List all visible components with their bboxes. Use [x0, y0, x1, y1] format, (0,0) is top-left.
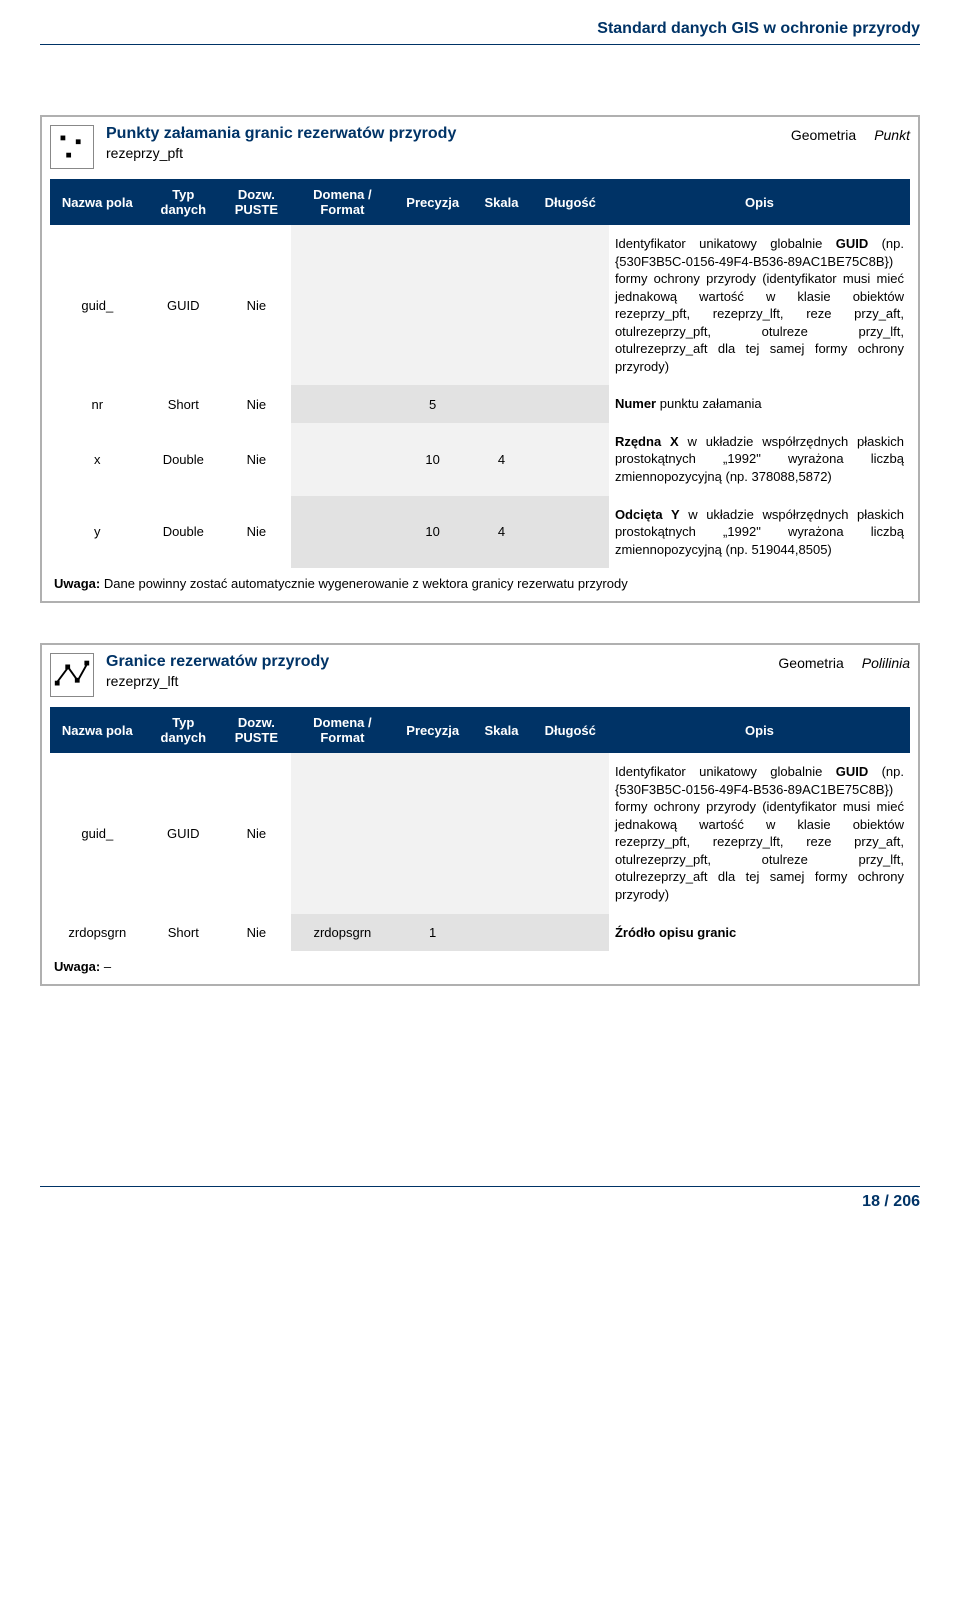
col-dlugosc: Długość	[532, 179, 609, 225]
cell-typ: Short	[145, 385, 222, 423]
table-row: zrdopsgrnShortNiezrdopsgrn1Źródło opisu …	[50, 914, 910, 952]
cell-opis: Numer punktu załamania	[609, 385, 910, 423]
cell-nazwa: nr	[50, 385, 145, 423]
table-header-row: Nazwa polaTyp danychDozw. PUSTEDomena / …	[50, 707, 910, 753]
cell-typ: Double	[145, 496, 222, 569]
cell-skala	[471, 914, 531, 952]
spec-table: Nazwa polaTyp danychDozw. PUSTEDomena / …	[50, 707, 910, 951]
cell-precyzja: 5	[394, 385, 471, 423]
cell-skala: 4	[471, 496, 531, 569]
cell-nazwa: x	[50, 423, 145, 496]
col-domena: Domena / Format	[291, 707, 394, 753]
point-icon	[50, 125, 94, 169]
table-row: nrShortNie 5 Numer punktu załamania	[50, 385, 910, 423]
cell-opis: Identyfikator unikatowy globalnie GUID (…	[609, 225, 910, 385]
col-dlugosc: Długość	[532, 707, 609, 753]
cell-nazwa: zrdopsgrn	[50, 914, 145, 952]
cell-nazwa: guid_	[50, 225, 145, 385]
cell-precyzja: 10	[394, 496, 471, 569]
col-precyzja: Precyzja	[394, 179, 471, 225]
cell-nazwa: y	[50, 496, 145, 569]
cell-skala: 4	[471, 423, 531, 496]
page-footer: 18 / 206	[40, 1186, 920, 1211]
section-code: rezeprzy_lft	[106, 673, 766, 689]
cell-skala	[471, 385, 531, 423]
cell-precyzja	[394, 753, 471, 913]
table-row: guid_GUIDNie Identyfikator unikatowy glob…	[50, 753, 910, 913]
section-title: Granice rezerwatów przyrody	[106, 653, 766, 671]
cell-dlugosc	[532, 423, 609, 496]
cell-precyzja	[394, 225, 471, 385]
col-domena: Domena / Format	[291, 179, 394, 225]
section-title: Punkty załamania granic rezerwatów przyr…	[106, 125, 779, 143]
col-dozw: Dozw. PUSTE	[222, 707, 291, 753]
cell-precyzja: 1	[394, 914, 471, 952]
cell-dlugosc	[532, 385, 609, 423]
geometry-label: GeometriaPunkt	[791, 125, 910, 143]
cell-domena	[291, 385, 394, 423]
cell-opis: Odcięta Y w układzie współrzędnych płask…	[609, 496, 910, 569]
col-precyzja: Precyzja	[394, 707, 471, 753]
cell-typ: GUID	[145, 225, 222, 385]
col-skala: Skala	[471, 179, 531, 225]
cell-dlugosc	[532, 225, 609, 385]
cell-precyzja: 10	[394, 423, 471, 496]
cell-dlugosc	[532, 753, 609, 913]
col-typ: Typ danych	[145, 179, 222, 225]
spec-section: Punkty załamania granic rezerwatów przyr…	[40, 115, 920, 603]
section-code: rezeprzy_pft	[106, 145, 779, 161]
cell-domena	[291, 496, 394, 569]
polyline-icon	[50, 653, 94, 697]
cell-domena: zrdopsgrn	[291, 914, 394, 952]
doc-title: Standard danych GIS w ochronie przyrody	[597, 20, 920, 37]
cell-skala	[471, 225, 531, 385]
spec-section: Granice rezerwatów przyrody rezeprzy_lft G…	[40, 643, 920, 986]
table-row: yDoubleNie 104 Odcięta Y w układzie współr…	[50, 496, 910, 569]
col-typ: Typ danych	[145, 707, 222, 753]
col-nazwa: Nazwa pola	[50, 179, 145, 225]
col-dozw: Dozw. PUSTE	[222, 179, 291, 225]
col-opis: Opis	[609, 179, 910, 225]
page-header: Standard danych GIS w ochronie przyrody	[40, 20, 920, 45]
cell-nazwa: guid_	[50, 753, 145, 913]
cell-dozw: Nie	[222, 385, 291, 423]
col-skala: Skala	[471, 707, 531, 753]
cell-dlugosc	[532, 914, 609, 952]
table-row: xDoubleNie 104 Rzędna X w układzie współrz…	[50, 423, 910, 496]
col-nazwa: Nazwa pola	[50, 707, 145, 753]
cell-dozw: Nie	[222, 423, 291, 496]
geometry-label: GeometriaPolilinia	[778, 653, 910, 671]
cell-opis: Rzędna X w układzie współrzędnych płaski…	[609, 423, 910, 496]
cell-domena	[291, 225, 394, 385]
cell-skala	[471, 753, 531, 913]
cell-dozw: Nie	[222, 496, 291, 569]
cell-domena	[291, 423, 394, 496]
cell-dozw: Nie	[222, 225, 291, 385]
page-number: 18 / 206	[862, 1193, 920, 1210]
spec-table: Nazwa polaTyp danychDozw. PUSTEDomena / …	[50, 179, 910, 568]
cell-typ: GUID	[145, 753, 222, 913]
cell-dozw: Nie	[222, 914, 291, 952]
table-row: guid_GUIDNie Identyfikator unikatowy glob…	[50, 225, 910, 385]
cell-opis: Identyfikator unikatowy globalnie GUID (…	[609, 753, 910, 913]
cell-opis: Źródło opisu granic	[609, 914, 910, 952]
section-note: Uwaga: Dane powinny zostać automatycznie…	[50, 568, 910, 593]
cell-domena	[291, 753, 394, 913]
cell-typ: Short	[145, 914, 222, 952]
cell-typ: Double	[145, 423, 222, 496]
section-note: Uwaga: –	[50, 951, 910, 976]
table-header-row: Nazwa polaTyp danychDozw. PUSTEDomena / …	[50, 179, 910, 225]
cell-dlugosc	[532, 496, 609, 569]
cell-dozw: Nie	[222, 753, 291, 913]
col-opis: Opis	[609, 707, 910, 753]
